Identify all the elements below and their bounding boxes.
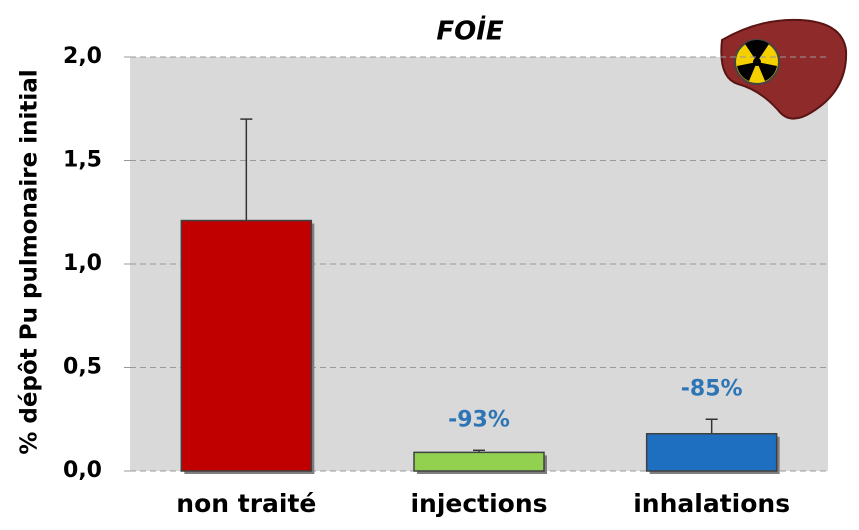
y-tick-label: 2,0 xyxy=(63,44,102,69)
y-tick-label: 1,5 xyxy=(63,148,102,173)
y-tick-label: 1,0 xyxy=(63,251,102,276)
bar xyxy=(645,432,778,472)
y-tick-label: 0,0 xyxy=(63,458,102,483)
liver-icon xyxy=(720,18,848,120)
chart-title: FOİE xyxy=(436,15,504,47)
y-axis-label: % dépôt Pu pulmonaire initial xyxy=(17,69,43,454)
x-tick-label: injections xyxy=(410,489,547,518)
bar-annotation: -85% xyxy=(681,376,743,401)
x-tick-label: non traité xyxy=(176,489,316,518)
bar xyxy=(413,451,545,472)
y-tick-label: 0,5 xyxy=(63,355,102,380)
x-tick-label: inhalations xyxy=(633,489,790,518)
bar xyxy=(180,219,313,472)
bar-annotation: -93% xyxy=(448,407,510,432)
